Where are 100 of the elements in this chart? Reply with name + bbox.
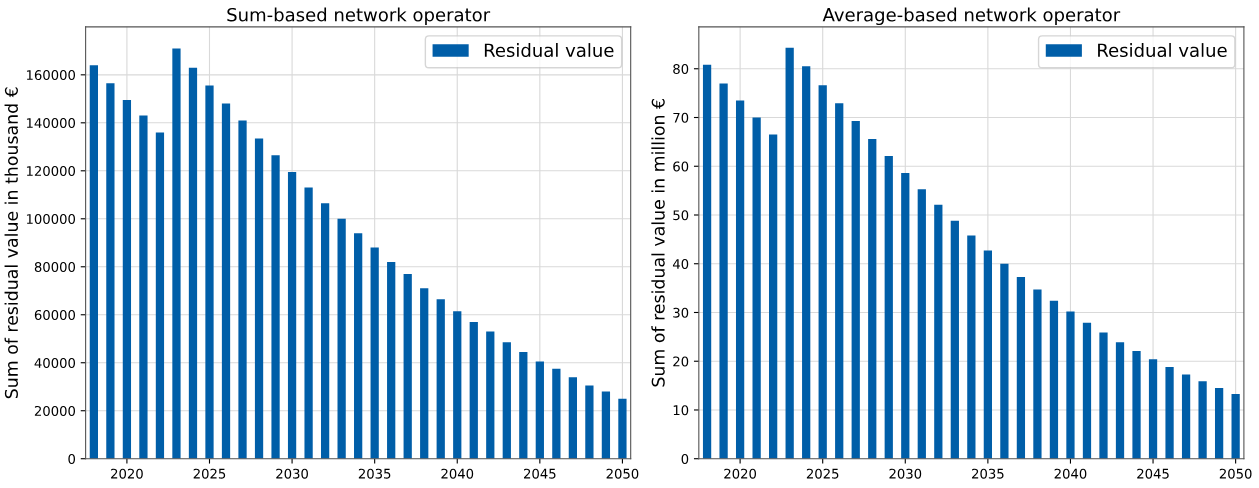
x-tick-label: 2020 bbox=[111, 468, 143, 479]
bar bbox=[1198, 381, 1207, 459]
bar bbox=[172, 48, 181, 459]
bar bbox=[205, 85, 214, 459]
bar bbox=[469, 321, 478, 459]
bar bbox=[106, 83, 115, 459]
y-tick-label: 30 bbox=[673, 307, 689, 318]
bar bbox=[785, 47, 794, 459]
bar bbox=[271, 155, 280, 459]
legend-label: Residual value bbox=[484, 43, 614, 58]
bar bbox=[122, 100, 132, 459]
x-tick-label: 2035 bbox=[358, 468, 391, 479]
bar bbox=[552, 368, 561, 459]
bar bbox=[535, 361, 544, 459]
bar bbox=[254, 138, 264, 459]
y-tick-label: 40 bbox=[672, 258, 689, 269]
bar bbox=[1066, 311, 1075, 459]
bar bbox=[802, 66, 811, 459]
bar bbox=[1016, 276, 1026, 459]
bar bbox=[304, 187, 313, 459]
chart-title: Average-based network operator bbox=[822, 7, 1121, 26]
bar bbox=[950, 220, 959, 459]
y-tick-label: 40000 bbox=[34, 357, 76, 368]
bar bbox=[735, 100, 745, 459]
x-tick-label: 2050 bbox=[606, 468, 639, 479]
bar bbox=[1231, 393, 1240, 459]
bar bbox=[502, 342, 511, 459]
bar bbox=[719, 83, 728, 459]
y-tick-label: 60 bbox=[673, 161, 689, 172]
bar bbox=[354, 233, 363, 459]
bar bbox=[967, 235, 976, 459]
y-tick-label: 60000 bbox=[34, 309, 76, 320]
x-tick-label: 2030 bbox=[889, 468, 922, 479]
bar bbox=[769, 134, 778, 459]
x-tick-label: 2035 bbox=[972, 468, 1004, 479]
y-tick-label: 160000 bbox=[26, 70, 76, 81]
x-tick-label: 2045 bbox=[524, 468, 556, 479]
bar bbox=[585, 385, 594, 459]
bar bbox=[155, 132, 165, 459]
y-tick-label: 0 bbox=[681, 453, 689, 464]
y-tick-label: 140000 bbox=[26, 118, 76, 129]
bar bbox=[89, 65, 98, 459]
x-tick-label: 2025 bbox=[806, 468, 839, 479]
y-tick-label: 20000 bbox=[34, 405, 76, 416]
bar bbox=[1000, 263, 1009, 459]
bar bbox=[1099, 332, 1108, 459]
bar bbox=[868, 138, 877, 459]
x-tick-label: 2045 bbox=[1137, 468, 1169, 479]
bar bbox=[1033, 289, 1042, 459]
bar bbox=[618, 398, 627, 459]
bar bbox=[188, 67, 198, 459]
bar bbox=[835, 103, 844, 459]
bar bbox=[901, 173, 910, 459]
x-tick-label: 2025 bbox=[193, 468, 226, 479]
bar bbox=[568, 377, 577, 459]
bar bbox=[752, 117, 761, 459]
bar bbox=[238, 120, 247, 459]
bar bbox=[1148, 359, 1158, 459]
bar bbox=[320, 203, 330, 459]
bar bbox=[403, 273, 412, 459]
y-tick-label: 0 bbox=[68, 453, 76, 464]
y-tick-label: 70 bbox=[673, 112, 689, 123]
y-tick-label: 100000 bbox=[26, 214, 76, 224]
x-tick-label: 2040 bbox=[1054, 468, 1087, 479]
y-tick-label: 80 bbox=[673, 63, 689, 74]
chart-title: Sum-based network operator bbox=[227, 7, 491, 26]
bar bbox=[1181, 374, 1191, 459]
y-tick-label: 10 bbox=[673, 405, 689, 416]
y-tick-label: 20 bbox=[673, 356, 689, 367]
bar bbox=[1165, 367, 1174, 459]
bar bbox=[337, 218, 346, 459]
x-tick-label: 2040 bbox=[441, 468, 474, 479]
bar bbox=[1115, 342, 1125, 459]
bar bbox=[387, 261, 396, 459]
bar bbox=[287, 172, 297, 459]
x-tick-label: 2050 bbox=[1219, 468, 1252, 479]
bar bbox=[436, 299, 445, 459]
y-axis-title: Sum of residual value in thousand € bbox=[4, 87, 18, 399]
bar bbox=[519, 351, 528, 459]
x-tick-label: 2030 bbox=[276, 468, 308, 479]
bar bbox=[1049, 300, 1059, 459]
bar bbox=[453, 311, 462, 459]
y-tick-label: 50 bbox=[673, 210, 689, 221]
x-tick-label: 2020 bbox=[724, 468, 757, 479]
bar bbox=[486, 331, 495, 459]
bar bbox=[917, 189, 926, 459]
y-tick-label: 80000 bbox=[34, 261, 76, 272]
legend-label: Residual value bbox=[1098, 43, 1227, 58]
bar bbox=[1132, 350, 1141, 459]
bar bbox=[1082, 322, 1092, 459]
y-tick-label: 120000 bbox=[26, 166, 76, 176]
bar bbox=[934, 204, 943, 459]
y-axis-title: Sum of residual value in million € bbox=[651, 99, 665, 387]
bar bbox=[221, 103, 231, 459]
bar bbox=[818, 85, 827, 459]
bar bbox=[420, 288, 429, 459]
bar bbox=[139, 115, 148, 459]
bar bbox=[884, 156, 893, 459]
bar bbox=[983, 250, 992, 459]
bar bbox=[851, 120, 860, 459]
